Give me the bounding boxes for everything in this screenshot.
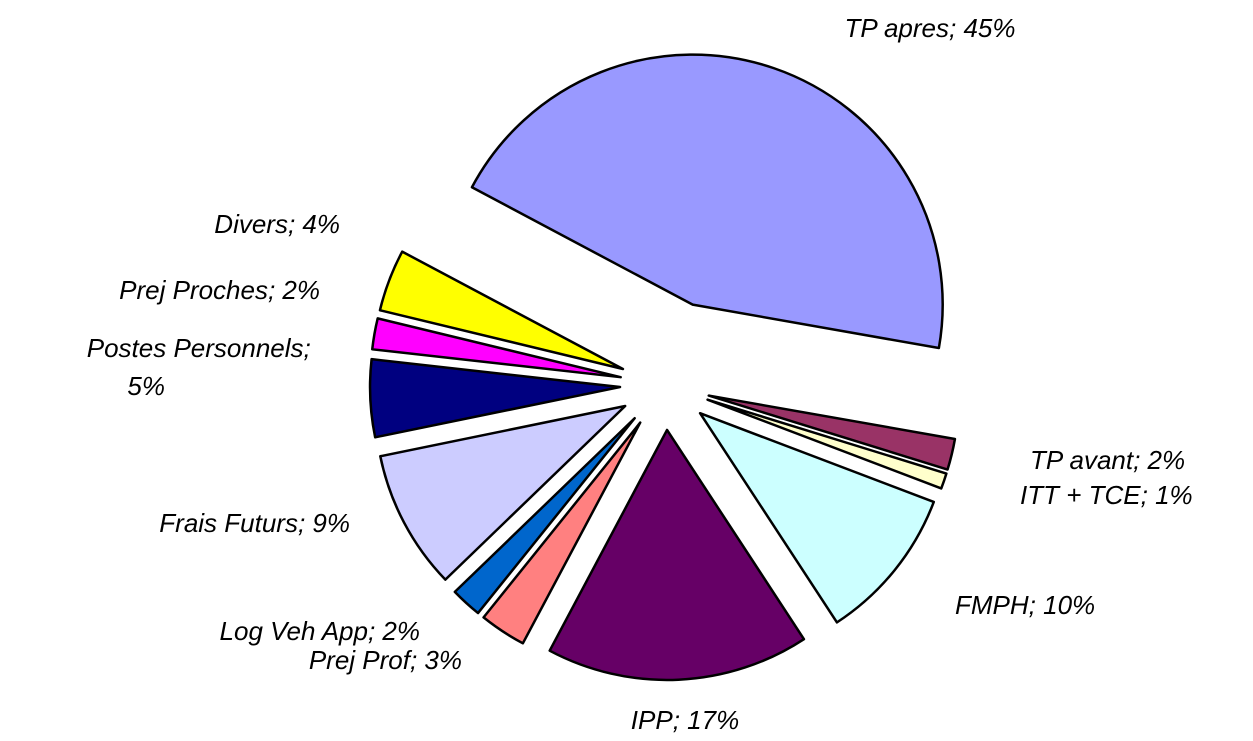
- label-separator: ;: [410, 645, 424, 675]
- category-name: Prej Prof: [309, 645, 413, 675]
- label-separator: ;: [368, 616, 382, 646]
- label-separator: ;: [298, 508, 312, 538]
- pie-slice: [379, 404, 627, 581]
- category-name: Log Veh App: [220, 616, 368, 646]
- value-label: 10%: [1043, 590, 1095, 620]
- category-name: Frais Futurs: [159, 508, 298, 538]
- data-label: TP apres; 45%: [844, 13, 1015, 43]
- pie-slice: [470, 53, 944, 350]
- value-label: 1%: [1155, 480, 1193, 510]
- pie-slice: [698, 411, 936, 624]
- category-name: TP apres: [844, 13, 949, 43]
- value-label: 4%: [302, 209, 340, 239]
- category-name: FMPH: [955, 590, 1029, 620]
- pie-slice: [453, 416, 636, 615]
- pie-slice: [378, 250, 625, 371]
- label-separator: ;: [1141, 480, 1155, 510]
- value-label: 9%: [312, 508, 350, 538]
- label-separator: ;: [268, 275, 282, 305]
- data-label: Frais Futurs; 9%: [159, 508, 350, 538]
- data-label: Prej Proches; 2%: [119, 275, 320, 305]
- value-label: 5%: [127, 371, 165, 401]
- data-label: Divers; 4%: [214, 209, 340, 239]
- value-label: 45%: [963, 13, 1015, 43]
- pie-slice: [482, 421, 642, 645]
- data-label: FMPH; 10%: [955, 590, 1095, 620]
- data-label: Log Veh App; 2%: [220, 616, 420, 646]
- pie-slice: [370, 317, 622, 379]
- data-label: Prej Prof; 3%: [309, 645, 462, 675]
- label-separator: ;: [288, 209, 302, 239]
- category-name: TP avant: [1030, 445, 1135, 475]
- data-label: Postes Personnels; 5%: [87, 333, 318, 401]
- value-label: 2%: [1147, 445, 1186, 475]
- pie-slice: [706, 398, 948, 490]
- label-separator: ;: [1133, 445, 1147, 475]
- data-label: TP avant; 2%: [1030, 445, 1185, 475]
- data-label: IPP; 17%: [631, 705, 739, 735]
- value-label: 2%: [281, 275, 320, 305]
- pie-slice: [548, 428, 806, 682]
- category-name: Divers: [214, 209, 288, 239]
- value-label: 3%: [424, 645, 462, 675]
- data-label: ITT + TCE; 1%: [1020, 480, 1193, 510]
- category-name: ITT + TCE: [1020, 480, 1141, 510]
- label-separator: ;: [673, 705, 687, 735]
- value-label: 17%: [687, 705, 739, 735]
- value-label: 2%: [381, 616, 420, 646]
- label-separator: ;: [304, 333, 318, 363]
- pie-slice: [707, 394, 957, 471]
- label-separator: ;: [949, 13, 963, 43]
- category-name: IPP: [631, 705, 674, 735]
- pie-slice: [368, 357, 622, 439]
- category-name: Prej Proches: [119, 275, 268, 305]
- label-separator: ;: [1029, 590, 1043, 620]
- category-name: Postes Personnels: [87, 333, 304, 363]
